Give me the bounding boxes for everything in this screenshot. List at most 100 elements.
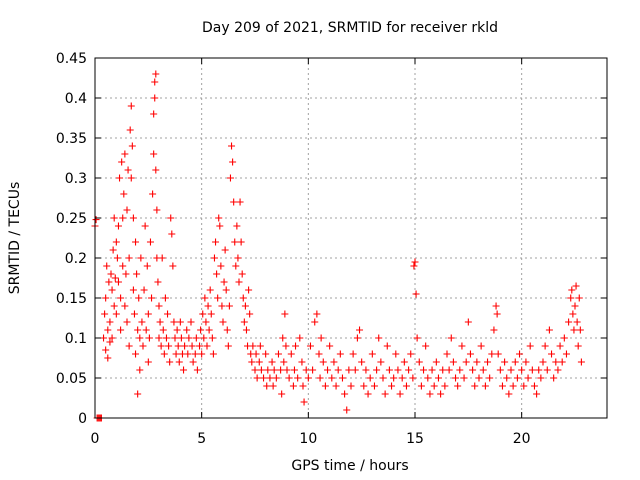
data-point [570, 326, 578, 334]
data-point [447, 334, 455, 342]
data-point [300, 398, 308, 406]
data-point [394, 366, 402, 374]
data-point [341, 390, 349, 398]
data-point [230, 198, 238, 206]
data-point [269, 382, 277, 390]
data-point [117, 326, 125, 334]
data-point [277, 366, 285, 374]
data-point [409, 374, 417, 382]
data-point [132, 350, 140, 358]
data-point [558, 358, 566, 366]
data-point [242, 326, 250, 334]
data-point [143, 262, 151, 270]
data-point [120, 190, 128, 198]
data-point [154, 278, 162, 286]
data-point [569, 310, 577, 318]
data-point [473, 358, 481, 366]
y-tick-label: 0.2 [65, 251, 87, 267]
data-point [573, 318, 581, 326]
data-point [153, 206, 161, 214]
data-point [151, 94, 159, 102]
data-point [338, 374, 346, 382]
data-point [443, 350, 451, 358]
x-tick-label: 0 [91, 431, 100, 447]
data-point [225, 302, 233, 310]
data-point [145, 334, 153, 342]
data-point [206, 286, 214, 294]
data-point [552, 358, 560, 366]
data-point [112, 238, 120, 246]
data-point [220, 278, 228, 286]
data-point [130, 310, 138, 318]
data-point [107, 270, 115, 278]
data-point [368, 350, 376, 358]
data-point [118, 158, 126, 166]
data-point [260, 374, 268, 382]
data-point [205, 326, 213, 334]
y-tick-label: 0 [78, 411, 87, 427]
data-point [543, 366, 551, 374]
data-point [188, 342, 196, 350]
data-point [233, 222, 241, 230]
data-point [181, 342, 189, 350]
data-point [160, 350, 168, 358]
data-point [236, 198, 244, 206]
data-point [238, 270, 246, 278]
data-point [142, 326, 150, 334]
data-point [112, 310, 120, 318]
data-point [462, 358, 470, 366]
data-point [184, 350, 192, 358]
data-point [196, 342, 204, 350]
data-point [417, 382, 425, 390]
data-point [240, 318, 248, 326]
data-point [174, 342, 182, 350]
data-point [486, 374, 494, 382]
data-point [511, 358, 519, 366]
y-tick-label: 0.35 [56, 131, 87, 147]
data-point [309, 366, 317, 374]
data-point [353, 334, 361, 342]
data-point [571, 302, 579, 310]
data-point [565, 318, 573, 326]
data-point [162, 334, 170, 342]
data-point [274, 350, 282, 358]
data-point [396, 390, 404, 398]
data-point [466, 350, 474, 358]
data-point [477, 342, 485, 350]
data-point [168, 230, 176, 238]
data-point [366, 374, 374, 382]
data-point [364, 390, 372, 398]
data-point [464, 318, 472, 326]
data-point [492, 302, 500, 310]
data-point [152, 166, 160, 174]
data-point [252, 350, 260, 358]
data-point [281, 310, 289, 318]
data-point [272, 374, 280, 382]
data-point [347, 382, 355, 390]
data-point [345, 366, 353, 374]
data-point [223, 326, 231, 334]
data-point [528, 366, 536, 374]
data-point [522, 358, 530, 366]
data-point [245, 286, 253, 294]
data-point [231, 238, 239, 246]
data-point [102, 294, 110, 302]
data-point [198, 350, 206, 358]
data-point [270, 366, 278, 374]
data-point [204, 302, 212, 310]
data-point [268, 358, 276, 366]
data-point [298, 358, 306, 366]
data-point [456, 366, 464, 374]
data-point [328, 374, 336, 382]
data-point [246, 310, 254, 318]
data-point [150, 110, 158, 118]
data-point [171, 334, 179, 342]
data-point [577, 358, 585, 366]
data-point [554, 366, 562, 374]
data-point [398, 374, 406, 382]
data-point [490, 326, 498, 334]
data-point [106, 338, 114, 346]
data-point [420, 366, 428, 374]
data-point [560, 334, 568, 342]
data-point [213, 270, 221, 278]
